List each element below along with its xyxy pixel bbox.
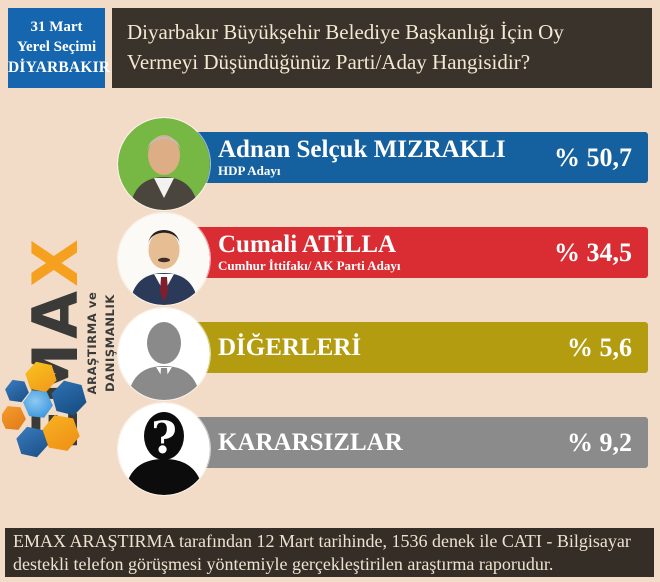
result-label-group: Adnan Selçuk MIZRAKLI HDP Adayı <box>170 136 554 180</box>
candidate-name: DİĞERLERİ <box>218 333 362 361</box>
question-mark-silhouette: ? <box>118 403 210 495</box>
emax-logo: EMAX ARAŞTIRMA ve DANIŞMANLIK <box>0 96 117 526</box>
result-bar-undecided: KARARSIZLAR % 9,2 <box>170 417 648 468</box>
result-row-others: DİĞERLERİ % 5,6 <box>118 308 648 403</box>
result-bar-atilla: Cumali ATİLLA Cumhur İttifakı/ AK Parti … <box>170 227 648 278</box>
result-value: % 5,6 <box>567 332 632 362</box>
badge-election-type: Yerel Seçimi <box>16 38 97 55</box>
methodology-footer: EMAX ARAŞTIRMA tarafından 12 Mart tarihi… <box>5 528 654 577</box>
person-silhouette-icon <box>118 308 210 400</box>
emax-wordmark-accent: X <box>19 235 92 287</box>
candidate-name: Cumali ATİLLA <box>218 230 397 258</box>
result-value: % 34,5 <box>554 237 632 267</box>
result-value: % 9,2 <box>567 427 632 457</box>
candidate-name: Adnan Selçuk MIZRAKLI <box>218 135 506 163</box>
result-label-group: DİĞERLERİ <box>170 334 567 362</box>
question-silhouette-icon: ? <box>118 403 210 495</box>
mizrakli-portrait <box>118 118 210 210</box>
badge-city: DİYARBAKIR <box>8 58 111 76</box>
candidate-subtitle: Cumhur İttifakı/ AK Parti Adayı <box>218 258 401 274</box>
election-badge: 31 Mart Yerel Seçimi DİYARBAKIR <box>8 8 111 88</box>
svg-text:?: ? <box>151 413 177 464</box>
atilla-portrait <box>118 213 210 305</box>
result-row-mizrakli: Adnan Selçuk MIZRAKLI HDP Adayı % 50,7 <box>118 118 648 213</box>
candidate-name: KARARSIZLAR <box>218 428 403 456</box>
result-value: % 50,7 <box>554 142 632 172</box>
atilla-portrait-icon <box>118 213 210 305</box>
mizrakli-portrait-icon <box>118 118 210 210</box>
result-row-undecided: KARARSIZLAR % 9,2 ? <box>118 403 648 498</box>
result-bar-others: DİĞERLERİ % 5,6 <box>170 322 648 373</box>
result-row-atilla: Cumali ATİLLA Cumhur İttifakı/ AK Parti … <box>118 213 648 308</box>
poll-results-list: Adnan Selçuk MIZRAKLI HDP Adayı % 50,7 C… <box>118 118 648 498</box>
result-label-group: KARARSIZLAR <box>170 429 567 457</box>
emax-hexagon-logo-icon <box>2 361 87 458</box>
methodology-text: EMAX ARAŞTIRMA tarafından 12 Mart tarihi… <box>13 531 631 575</box>
badge-date: 31 Mart <box>30 18 83 35</box>
result-bar-mizrakli: Adnan Selçuk MIZRAKLI HDP Adayı % 50,7 <box>170 132 648 183</box>
result-label-group: Cumali ATİLLA Cumhur İttifakı/ AK Parti … <box>170 231 554 275</box>
question-text: Diyarbakır Büyükşehir Belediye Başkanlığ… <box>127 20 564 74</box>
question-header: Diyarbakır Büyükşehir Belediye Başkanlığ… <box>112 8 652 88</box>
generic-person-silhouette <box>118 308 210 400</box>
candidate-subtitle: HDP Adayı <box>218 163 281 179</box>
